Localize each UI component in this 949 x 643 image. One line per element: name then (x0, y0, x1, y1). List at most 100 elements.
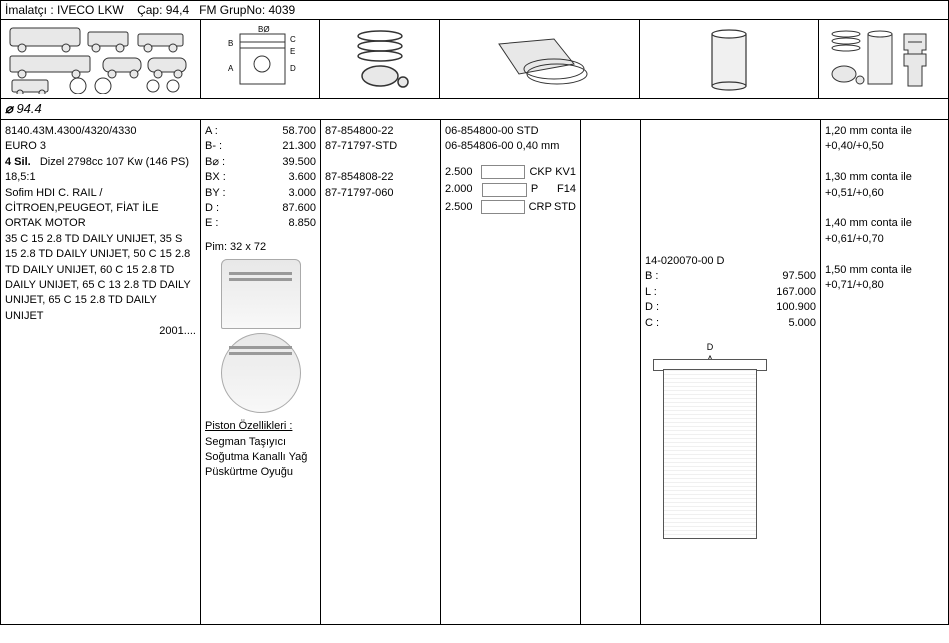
ring-code: F14 (557, 182, 576, 197)
dim-label: D : (645, 300, 675, 315)
liner-icon-cell (640, 20, 820, 98)
assembly-icon-cell (819, 20, 948, 98)
dim-label: C : (645, 316, 675, 331)
features-title: Piston Özellikleri : (205, 419, 316, 434)
ring-spec-row: 2.500 CKPKV1 (445, 165, 576, 180)
dim-label: D : (205, 201, 235, 216)
header-bar: İmalatçı : IVECO LKW Çap: 94,4 FM GrupNo… (0, 0, 949, 20)
dim-row: D : 100.900 (645, 300, 816, 315)
ring-code: STD (554, 200, 576, 215)
manufacturer-label: İmalatçı : (5, 3, 54, 17)
diameter-row: ⌀ 94.4 (0, 99, 949, 120)
dim-row: BX : 3.600 (205, 170, 316, 185)
piston-ring-icon (345, 26, 415, 92)
icon-row: B A BØ C E D (0, 20, 949, 99)
liner-diagram: D A (645, 339, 775, 539)
ring-height: 2.500 (445, 165, 477, 180)
dim-row: B⌀ : 39.500 (205, 155, 316, 170)
dim-label: B- : (205, 139, 235, 154)
ring-type: CKP (529, 165, 555, 180)
year-range: 2001.... (5, 324, 196, 339)
manufacturer-value: IVECO LKW (57, 3, 124, 17)
applications: 35 C 15 2.8 TD DAILY UNIJET, 35 S 15 2.8… (5, 232, 196, 324)
gasket-line (825, 155, 944, 170)
col-piston-dims: A :58.700B- :21.300B⌀ :39.500BX :3.600BY… (201, 120, 321, 624)
ring-type: CRP (529, 200, 554, 215)
svg-text:BØ: BØ (258, 26, 270, 34)
col-empty (581, 120, 641, 624)
col-engine-info: 8140.43M.4300/4320/4330 EURO 3 4 Sil. Di… (1, 120, 201, 624)
data-row: 8140.43M.4300/4320/4330 EURO 3 4 Sil. Di… (0, 120, 949, 625)
dim-label: BX : (205, 170, 235, 185)
ring-set-icon (479, 29, 599, 89)
ring-height: 2.000 (445, 182, 478, 197)
gasket-line: 1,20 mm conta ile +0,40/+0,50 (825, 124, 944, 155)
piston-dim-icon-cell: B A BØ C E D (201, 20, 321, 98)
dim-value: 39.500 (282, 155, 316, 170)
piston-side-image (221, 259, 301, 329)
ring-profile-icon (481, 165, 525, 179)
features-text: Segman Taşıyıcı Soğutma Kanallı Yağ Püsk… (205, 435, 316, 481)
dim-label: B : (645, 269, 675, 284)
group-value: 4039 (269, 3, 296, 17)
ring-type: P (531, 182, 557, 197)
piston-dimension-icon: B A BØ C E D (210, 26, 310, 92)
svg-text:B: B (228, 39, 233, 48)
emission: EURO 3 (5, 139, 196, 154)
part-number (325, 155, 436, 170)
dim-label: E : (205, 216, 235, 231)
dim-value: 87.600 (282, 201, 316, 216)
ring-profile-icon (482, 183, 527, 197)
liner-part: 14-020070-00 D (645, 254, 816, 269)
ring-set-number: 06-854806-00 0,40 mm (445, 139, 576, 154)
gasket-line (825, 247, 944, 262)
dim-row: C : 5.000 (645, 316, 816, 331)
dim-value: 5.000 (788, 316, 816, 331)
col-liner: 14-020070-00 D B :97.500L : 167.000 D : 100… (641, 120, 821, 624)
engine-note: Sofim HDI C. RAIL / CİTROEN,PEUGEOT, FİA… (5, 186, 196, 232)
ring-set-icon-cell (440, 20, 640, 98)
dim-value: 167.000 (776, 285, 816, 300)
dim-value: 58.700 (282, 124, 316, 139)
engine-code: 8140.43M.4300/4320/4330 (5, 124, 196, 139)
ring-spec-row: 2.000 PF14 (445, 182, 576, 197)
dim-value: 3.000 (288, 186, 316, 201)
ring-spec-row: 2.500 CRPSTD (445, 200, 576, 215)
pin-spec: Pim: 32 x 72 (205, 240, 316, 255)
dim-value: 8.850 (288, 216, 316, 231)
dim-label: B⌀ : (205, 155, 235, 170)
engine-spec: Dizel 2798cc 107 Kw (146 PS) 18,5:1 (5, 156, 189, 183)
svg-text:E: E (290, 47, 295, 56)
col-gasket-spec: 1,20 mm conta ile +0,40/+0,50 1,30 mm co… (821, 120, 948, 624)
piston-top-image (221, 333, 301, 413)
dim-label: L : (645, 285, 675, 300)
col-part-numbers-1: 87-854800-2287-71797-STD 87-854808-2287-… (321, 120, 441, 624)
dim-row: D : 87.600 (205, 201, 316, 216)
dim-value: 100.900 (776, 300, 816, 315)
diameter-symbol: ⌀ (5, 101, 13, 116)
engine-spec-line: 4 Sil. Dizel 2798cc 107 Kw (146 PS) 18,5… (5, 155, 196, 186)
svg-text:D: D (290, 64, 296, 73)
ring-set-number: 06-854800-00 STD (445, 124, 576, 139)
dim-value: 3.600 (288, 170, 316, 185)
svg-text:A: A (228, 64, 234, 73)
vehicles-icon (8, 24, 193, 94)
assembly-icon (826, 26, 941, 92)
dim-value: 21.300 (282, 139, 316, 154)
ring-height: 2.500 (445, 200, 477, 215)
part-number: 87-854808-22 (325, 170, 436, 185)
dim-row: B :97.500 (645, 269, 816, 284)
cylinder-count: 4 Sil. (5, 156, 31, 168)
col-ring-set: 06-854800-00 STD06-854806-00 0,40 mm 2.5… (441, 120, 581, 624)
gasket-line: 1,30 mm conta ile +0,51/+0,60 (825, 170, 944, 201)
group-label: FM GrupNo: (199, 3, 265, 17)
bore-value: 94,4 (166, 3, 189, 17)
dim-row: BY :3.000 (205, 186, 316, 201)
vehicles-icon-cell (1, 20, 201, 98)
bore-label: Çap: (137, 3, 162, 17)
ring-code: KV1 (555, 165, 576, 180)
dim-row: L : 167.000 (645, 285, 816, 300)
gasket-line (825, 201, 944, 216)
gasket-line: 1,50 mm conta ile +0,71/+0,80 (825, 263, 944, 294)
gasket-line: 1,40 mm conta ile +0,61/+0,70 (825, 216, 944, 247)
